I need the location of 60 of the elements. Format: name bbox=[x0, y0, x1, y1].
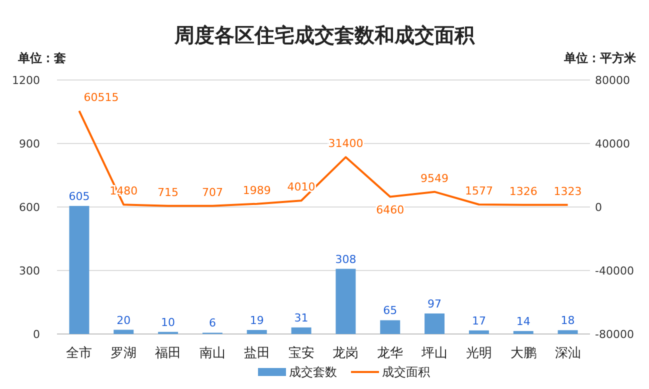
bar bbox=[336, 268, 356, 334]
data-label: 1989 bbox=[242, 184, 271, 197]
data-label: 707 bbox=[202, 186, 223, 199]
bar bbox=[424, 313, 445, 334]
legend-label: 成交面积 bbox=[382, 365, 430, 379]
data-label: 97 bbox=[428, 297, 442, 310]
y-tick-label: 300 bbox=[19, 264, 40, 278]
data-label: 6460 bbox=[376, 204, 404, 217]
x-tick-label: 坪山 bbox=[420, 346, 448, 361]
bar bbox=[291, 327, 312, 334]
x-tick-label: 罗湖 bbox=[110, 346, 137, 361]
bar bbox=[380, 320, 400, 334]
x-tick-label: 深汕 bbox=[554, 346, 581, 361]
data-label: 605 bbox=[68, 190, 90, 203]
data-label: 4010 bbox=[287, 180, 316, 194]
legend-label: 成交套数 bbox=[289, 365, 337, 379]
bar bbox=[468, 330, 489, 334]
y-tick-label: 600 bbox=[19, 201, 40, 214]
x-tick-label: 大鹏 bbox=[510, 346, 536, 361]
x-tick-label: 南山 bbox=[199, 346, 226, 361]
data-label: 715 bbox=[158, 186, 179, 199]
x-tick-label: 全市 bbox=[66, 346, 92, 361]
bar bbox=[513, 331, 534, 334]
data-label: 20 bbox=[116, 314, 131, 327]
data-label: 17 bbox=[472, 314, 486, 328]
data-label: 1577 bbox=[464, 184, 493, 198]
data-label: 10 bbox=[161, 316, 176, 329]
y2-tick-label: 40000 bbox=[595, 138, 630, 150]
data-label: 31 bbox=[294, 311, 308, 324]
y-tick-label: 0 bbox=[33, 328, 40, 341]
x-tick-label: 盐田 bbox=[244, 346, 270, 361]
data-label: 19 bbox=[250, 314, 264, 327]
x-tick-label: 龙岗 bbox=[332, 346, 359, 361]
x-tick-label: 宝安 bbox=[288, 345, 314, 361]
data-label: 18 bbox=[560, 314, 575, 328]
x-tick-label: 福田 bbox=[155, 346, 182, 361]
bar bbox=[246, 330, 267, 334]
y2-tick-label: 0 bbox=[595, 201, 602, 214]
data-label: 1323 bbox=[554, 184, 582, 198]
y-tick-label: 1200 bbox=[12, 74, 40, 87]
data-label: 9549 bbox=[420, 172, 449, 185]
y-tick-label: 900 bbox=[19, 138, 40, 150]
y2-tick-label: -40000 bbox=[595, 264, 634, 278]
y2-tick-label: -80000 bbox=[595, 328, 634, 341]
bar bbox=[114, 330, 134, 334]
data-label: 65 bbox=[383, 304, 398, 318]
x-tick-label: 龙华 bbox=[377, 346, 404, 361]
bar bbox=[69, 206, 90, 334]
y2-axis-title: 单位：平方米 bbox=[563, 51, 637, 65]
data-label: 1326 bbox=[509, 184, 538, 198]
chart-title: 周度各区住宅成交套数和成交面积 bbox=[174, 23, 476, 47]
data-label: 308 bbox=[335, 252, 356, 266]
data-label: 6 bbox=[208, 316, 216, 330]
y2-tick-label: 80000 bbox=[595, 74, 630, 87]
data-label: 60515 bbox=[84, 90, 119, 104]
data-label: 31400 bbox=[328, 137, 364, 150]
data-label: 14 bbox=[516, 315, 530, 328]
bar bbox=[558, 330, 578, 334]
x-tick-label: 光明 bbox=[466, 346, 492, 361]
y-axis-title: 单位：套 bbox=[17, 51, 66, 65]
